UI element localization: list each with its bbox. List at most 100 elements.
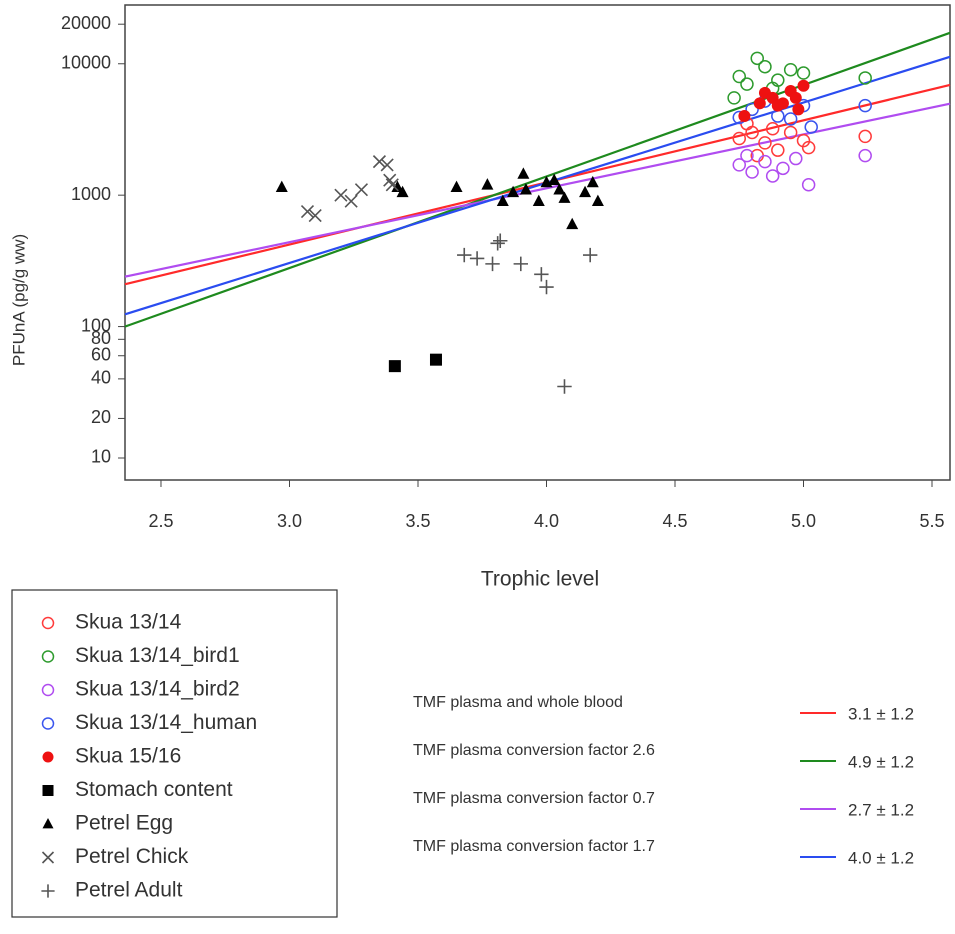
data-point (385, 178, 399, 192)
data-point (771, 109, 785, 123)
tmf-value: 4.9 ± 1.2 (848, 752, 914, 771)
legend-label: Petrel Adult (75, 879, 183, 902)
data-point (485, 256, 500, 272)
data-point (858, 129, 872, 144)
data-point (727, 91, 741, 105)
data-point (789, 91, 802, 104)
legend-marker (41, 851, 55, 864)
data-point (783, 112, 798, 126)
legend-label: Stomach content (75, 778, 233, 801)
plot-frame (124, 4, 951, 481)
data-point (519, 183, 532, 195)
data-point (380, 158, 394, 172)
data-point (745, 102, 759, 117)
data-point (732, 131, 747, 146)
legend-label: Skua 13/14_bird1 (75, 644, 240, 667)
data-point (383, 173, 397, 187)
data-point (789, 151, 803, 166)
data-point (750, 51, 764, 66)
data-point (783, 125, 798, 140)
x-tick-label: 5.0 (791, 511, 816, 531)
data-point (796, 133, 811, 148)
data-point (771, 143, 785, 157)
data-point (858, 71, 872, 85)
legend-marker (42, 751, 54, 763)
data-point (553, 183, 566, 195)
x-tick-label: 4.0 (534, 511, 559, 531)
data-point (308, 208, 322, 223)
data-point (591, 194, 604, 206)
tmf-value: 3.1 ± 1.2 (848, 704, 914, 723)
data-point (391, 180, 404, 192)
data-point (740, 77, 754, 91)
data-point (582, 247, 598, 263)
data-point (801, 140, 816, 155)
data-point (753, 97, 766, 110)
data-point (758, 154, 772, 169)
data-point (344, 194, 358, 208)
tmf-label: TMF plasma and whole blood (413, 694, 623, 711)
data-point (771, 99, 784, 112)
tmf-label: TMF plasma conversion factor 2.6 (413, 742, 655, 759)
legend-marker (41, 717, 55, 730)
tmf-label: TMF plasma conversion factor 1.7 (413, 838, 655, 855)
y-tick-label: 20000 (61, 13, 111, 33)
data-point (586, 175, 599, 188)
tmf-label: TMF plasma conversion factor 0.7 (413, 790, 655, 807)
data-point (539, 279, 554, 295)
data-point (566, 217, 579, 230)
data-point (745, 165, 759, 179)
x-tick-label: 2.5 (148, 511, 173, 531)
data-point (732, 69, 747, 84)
legend-marker (42, 785, 54, 796)
legend-marker (42, 817, 54, 829)
y-tick-label: 1000 (71, 184, 111, 204)
tmf-value: 2.7 ± 1.2 (848, 800, 914, 819)
data-point (481, 178, 494, 190)
data-point (532, 194, 545, 206)
data-point (783, 63, 798, 77)
legend-label: Skua 13/14_bird2 (75, 678, 240, 701)
y-tick-label: 10000 (61, 53, 111, 73)
data-point (275, 180, 288, 192)
data-point (372, 155, 387, 169)
y-tick-label: 80 (91, 328, 111, 348)
legend-box (11, 589, 338, 918)
data-point (517, 167, 530, 179)
data-point (354, 183, 369, 197)
data-point (776, 161, 790, 176)
y-tick-label: 10 (91, 447, 111, 467)
data-point (765, 122, 780, 136)
data-point (300, 205, 315, 219)
data-point (396, 185, 409, 198)
data-point (796, 66, 811, 80)
data-point (557, 379, 572, 394)
y-axis-label: PFUnA (pg/g ww) (9, 234, 28, 366)
x-axis-label: Trophic level (481, 568, 599, 591)
x-tick-label: 3.5 (405, 511, 430, 531)
regression-line (124, 102, 951, 278)
data-point (758, 59, 772, 74)
data-point (429, 353, 442, 366)
data-point (801, 178, 816, 192)
data-point (493, 233, 508, 248)
legend-marker (41, 884, 55, 898)
legend-marker (41, 616, 55, 630)
tmf-value: 4.0 ± 1.2 (848, 848, 914, 867)
data-point (579, 185, 592, 198)
data-point (740, 148, 754, 163)
data-point (534, 267, 549, 282)
x-tick-label: 3.0 (277, 511, 302, 531)
data-point (797, 79, 810, 92)
legend-label: Petrel Chick (75, 845, 189, 868)
regression-line (124, 31, 951, 328)
data-point (858, 98, 872, 113)
data-point (548, 173, 561, 185)
x-tick-label: 5.5 (919, 511, 944, 531)
data-point (732, 158, 747, 172)
data-point (469, 251, 485, 266)
data-point (738, 110, 751, 123)
data-point (457, 247, 472, 263)
legend-label: Skua 13/14 (75, 611, 182, 634)
